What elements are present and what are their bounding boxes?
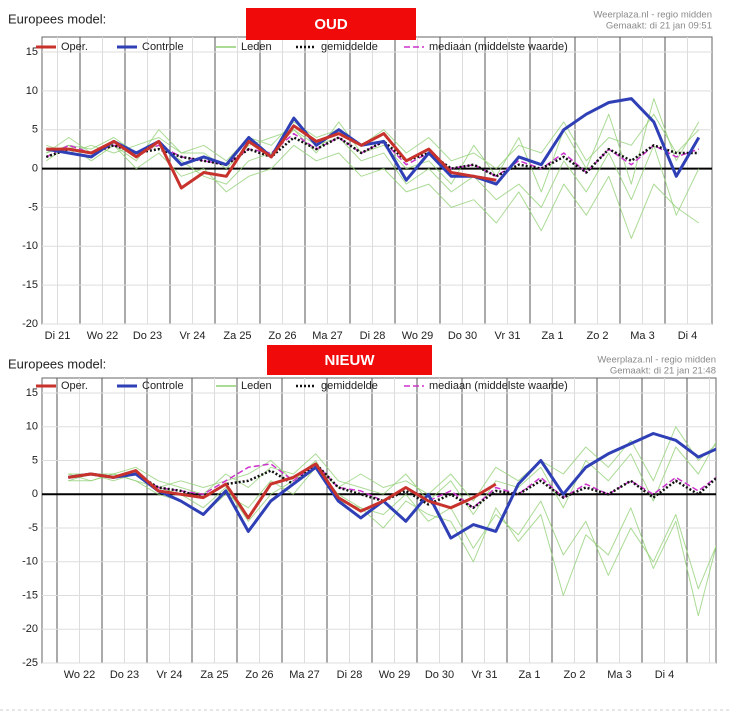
x-tick-label: Vr 24 (180, 330, 206, 342)
y-tick-label: -5 (28, 522, 38, 534)
x-tick-label: Di 28 (337, 669, 363, 681)
x-tick-label: Za 25 (200, 669, 228, 681)
plot-area (68, 426, 716, 617)
y-tick-label: 0 (32, 488, 38, 500)
credit: Weerplaza.nl - regio midden (597, 355, 716, 366)
y-tick-label: -10 (22, 240, 38, 252)
member-line (46, 144, 700, 239)
x-tick-label: Do 23 (110, 669, 139, 681)
y-tick-label: 5 (32, 124, 38, 136)
x-tick-label: Do 30 (448, 330, 477, 342)
x-tick-label: Ma 3 (607, 669, 631, 681)
y-tick-label: 10 (26, 421, 38, 433)
badge (267, 345, 432, 375)
series-line (68, 432, 716, 540)
x-tick-label: Ma 27 (312, 330, 343, 342)
credit: Weerplaza.nl - regio midden (593, 10, 712, 21)
x-tick-label: Wo 29 (402, 330, 434, 342)
x-tick-label: Di 28 (360, 330, 386, 342)
legend-text: gemiddelde (321, 41, 378, 53)
member-line (46, 98, 700, 193)
y-tick-label: 10 (26, 85, 38, 97)
badge-text: OUD (314, 16, 348, 33)
legend-text: Controle (142, 380, 184, 392)
series-line (45, 136, 699, 178)
legend-text: Leden (241, 380, 272, 392)
x-tick-label: Vr 24 (157, 669, 183, 681)
plot-area (45, 97, 701, 239)
chart-title: Europees model: (8, 11, 106, 26)
x-tick-label: Vr 31 (495, 330, 521, 342)
x-tick-label: Za 25 (223, 330, 251, 342)
x-tick-label: Wo 22 (64, 669, 96, 681)
member-line (46, 113, 700, 170)
x-tick-label: Zo 26 (245, 669, 273, 681)
x-tick-label: Wo 29 (379, 669, 411, 681)
legend-text: mediaan (middelste waarde) (429, 380, 568, 392)
y-tick-label: 15 (26, 387, 38, 399)
x-tick-label: Zo 2 (563, 669, 585, 681)
y-tick-label: -20 (22, 318, 38, 330)
member-line (46, 129, 700, 216)
legend-text: Leden (241, 41, 272, 53)
chart-title: Europees model: (8, 356, 106, 371)
y-tick-label: -15 (22, 279, 38, 291)
x-tick-label: Di 4 (655, 669, 675, 681)
member-line (68, 426, 716, 502)
y-tick-label: -25 (22, 657, 38, 669)
x-tick-label: Di 4 (678, 330, 698, 342)
legend-text: Controle (142, 41, 184, 53)
y-tick-label: 5 (32, 454, 38, 466)
x-tick-label: Za 1 (518, 669, 540, 681)
plot-frame (41, 377, 717, 664)
y-tick-label: -15 (22, 589, 38, 601)
y-tick-label: -20 (22, 623, 38, 635)
series-line (46, 124, 497, 190)
x-tick-label: Zo 2 (586, 330, 608, 342)
plot-frame (41, 36, 713, 325)
legend-text: mediaan (middelste waarde) (429, 41, 568, 53)
x-tick-label: Zo 26 (268, 330, 296, 342)
y-tick-label: -10 (22, 556, 38, 568)
badge (246, 8, 416, 40)
x-tick-label: Ma 27 (289, 669, 320, 681)
series-line (68, 462, 716, 510)
series-line (68, 462, 497, 520)
credit: Gemaakt: di 21 jan 21:48 (610, 366, 716, 377)
credit: Gemaakt: di 21 jan 09:51 (606, 21, 712, 32)
x-tick-label: Do 30 (425, 669, 454, 681)
legend-text: gemiddelde (321, 380, 378, 392)
y-tick-label: 0 (32, 162, 38, 174)
x-tick-label: Za 1 (541, 330, 563, 342)
y-tick-label: -5 (28, 201, 38, 213)
legend-text: Oper. (61, 41, 88, 53)
y-tick-label: 15 (26, 46, 38, 58)
badge-text: NIEUW (325, 352, 376, 369)
series-line (45, 132, 700, 178)
x-tick-label: Vr 31 (472, 669, 498, 681)
x-tick-label: Do 23 (133, 330, 162, 342)
x-tick-label: Di 21 (45, 330, 71, 342)
x-tick-label: Wo 22 (87, 330, 119, 342)
x-tick-label: Ma 3 (630, 330, 654, 342)
legend-text: Oper. (61, 380, 88, 392)
